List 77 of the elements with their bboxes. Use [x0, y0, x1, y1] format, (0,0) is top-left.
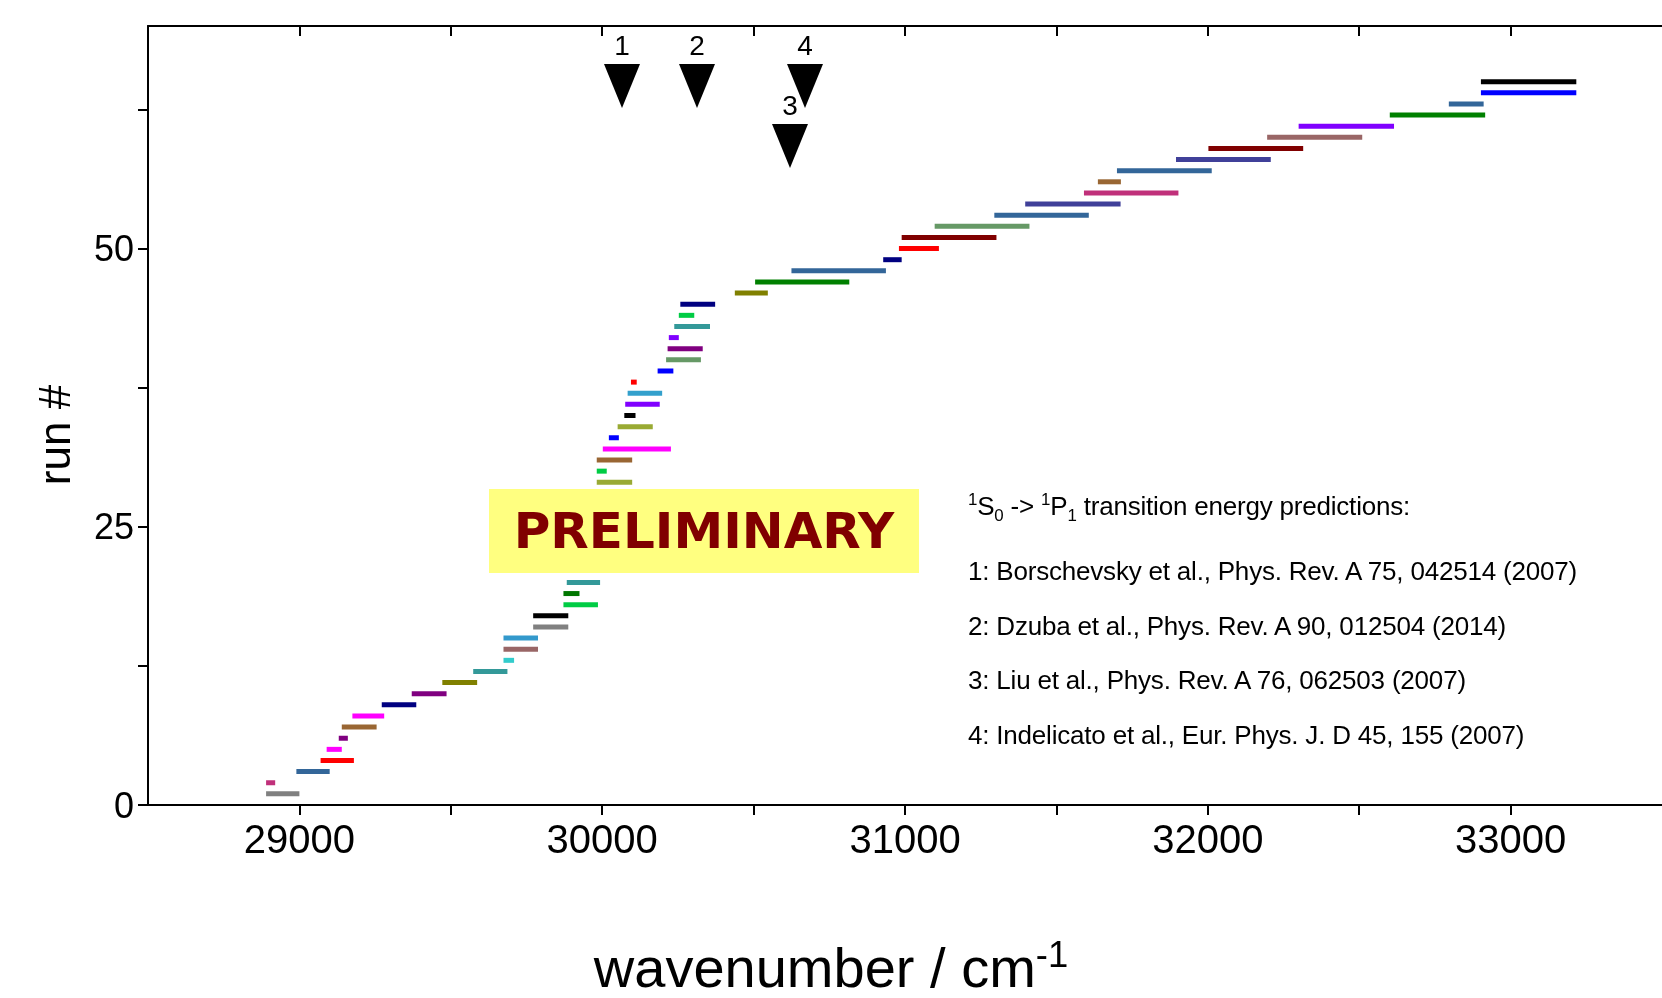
bar [596, 457, 633, 463]
x-axis-title: wavenumber / cm$^{-1}$ [592, 933, 1070, 998]
bar [1176, 157, 1271, 163]
bar [563, 591, 580, 597]
bar [503, 635, 539, 641]
bar [1480, 79, 1577, 85]
bar [898, 246, 939, 252]
bar [1116, 168, 1212, 174]
x-tick-label: 29000 [243, 817, 356, 861]
bar [666, 357, 701, 363]
annotation: PRELIMINARY [489, 489, 919, 573]
bar [338, 735, 348, 741]
y-axis-title: run # [30, 383, 80, 488]
bar [533, 613, 569, 619]
bar [667, 346, 703, 352]
bar [624, 413, 636, 418]
bar [1097, 179, 1121, 185]
bar [1208, 145, 1304, 151]
annotation: $^{1}$S$_{0}$ -> $^{1}$P$_{1}$ transition energy predictions: [968, 490, 1411, 526]
x-tick-label: 32000 [1152, 817, 1264, 861]
bar [352, 713, 385, 719]
bar [533, 624, 569, 630]
bar [608, 435, 619, 441]
bar [883, 257, 902, 263]
y-tick-label: 50 [93, 228, 134, 270]
annotation: 4 [796, 30, 814, 62]
annotation: 4: Indelicato et al., Eur. Phys. J. D 45, 155 (2007) [968, 719, 1525, 751]
y-tick-label: 0 [113, 784, 134, 826]
bar [503, 646, 539, 652]
annotation: 3: Liu et al., Phys. Rev. A 76, 062503 (2007) [968, 665, 1466, 696]
bar [596, 479, 633, 485]
bar [596, 468, 607, 474]
bar [625, 401, 660, 407]
bar [1025, 201, 1121, 207]
annotation: 3 [781, 90, 799, 122]
annotation: 2: Dzuba et al., Phys. Rev. A 90, 012504 (2014) [968, 610, 1506, 642]
bar [266, 791, 300, 797]
bar [1480, 90, 1577, 96]
bar [668, 335, 679, 341]
bar [341, 724, 377, 730]
bar [602, 446, 671, 452]
annotation: 2 [688, 30, 706, 62]
bar [680, 301, 716, 307]
bar [674, 323, 710, 329]
bar [1389, 112, 1486, 118]
bar [627, 390, 663, 396]
bar [411, 691, 447, 697]
bar [266, 780, 276, 786]
bar [320, 757, 354, 763]
bar [934, 223, 1030, 229]
x-tick-label: 33000 [1454, 817, 1567, 861]
annotation: 1 [613, 30, 631, 62]
annotation: 1: Borschevsky et al., Phys. Rev. A 75, 042514 (2007) [968, 556, 1577, 587]
bar [563, 602, 598, 608]
x-tick-label: 30000 [546, 817, 658, 861]
bar [296, 769, 330, 775]
bar [503, 657, 515, 663]
x-tick-label: 31000 [849, 817, 961, 861]
bar [755, 279, 850, 285]
bar [901, 234, 997, 240]
bar [678, 312, 695, 318]
bar [381, 702, 417, 708]
bar [1083, 190, 1179, 196]
bar [566, 579, 601, 585]
bar [994, 212, 1089, 218]
bar [617, 424, 653, 430]
bar [442, 680, 478, 686]
bar [657, 368, 674, 374]
bar [473, 668, 508, 674]
bar [630, 379, 637, 385]
bar [1267, 134, 1363, 140]
bar [326, 746, 342, 752]
bar [1448, 101, 1484, 107]
y-tick-label: 25 [93, 506, 134, 548]
bar [791, 268, 886, 274]
bar [734, 290, 768, 296]
bar [1298, 123, 1395, 129]
